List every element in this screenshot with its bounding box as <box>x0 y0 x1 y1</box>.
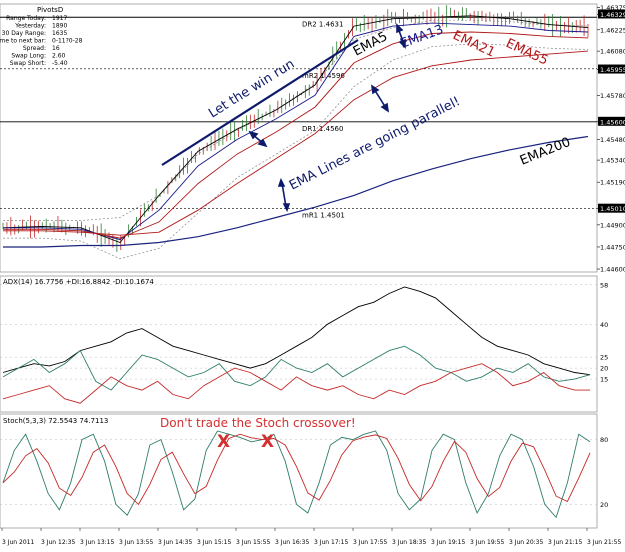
stoch-panel: Stoch(5,3,3) 72.5543 74.7113 80 20 Don't … <box>0 413 608 529</box>
bollinger-bands <box>3 19 589 260</box>
pivots-rows: Range Today: 1917 Yesterday: 1890 30 Day Ran… <box>0 15 83 67</box>
stoch-signal-line <box>2 433 591 506</box>
price-tick-label: 1.46225 <box>600 26 625 34</box>
pivots-row-label: Swap Short: <box>10 60 46 67</box>
time-tick-label: 3 Jun 13:55 <box>119 539 153 546</box>
gap-arrow-2 <box>370 84 390 113</box>
minus-di-line <box>2 363 590 404</box>
stoch-level-label: 80 <box>600 436 608 444</box>
adx-panel-frame <box>0 275 598 413</box>
price-tick-label: 1.45190 <box>600 179 625 187</box>
price-tick-label: 1.45780 <box>600 92 625 100</box>
adx-level-label: 25 <box>600 354 608 362</box>
price-tick-label: 1.45340 <box>600 157 625 165</box>
plus-di-line <box>2 345 591 391</box>
stoch-annotation: Don't trade the Stoch crossover! <box>160 416 356 430</box>
pivots-row-value: 16 <box>52 45 60 52</box>
price-highlight-bg <box>598 116 625 126</box>
adx-lines <box>2 286 591 404</box>
time-tick-label: 3 Jun 18:35 <box>392 539 426 546</box>
pivots-row-label: Yesterday: <box>14 23 46 30</box>
ema-lines <box>2 15 589 248</box>
pivots-row-value: 2.60 <box>52 53 66 60</box>
pivots-row-label: Range Today: <box>6 15 46 22</box>
adx-panel: ADX(14) 16.7756 +DI:16.8842 -DI:10.1674 … <box>0 275 608 413</box>
time-tick-label: 3 Jun 13:15 <box>80 539 114 546</box>
time-tick-label: 3 Jun 14:35 <box>158 539 192 546</box>
price-panel-frame <box>0 3 598 273</box>
adx-line <box>2 286 591 376</box>
time-axis: 3 Jun 2011 3 Jun 12:35 3 Jun 13:15 3 Jun 13… <box>1 528 621 546</box>
pivots-row-value: 0-11?0-28 <box>52 38 83 45</box>
stoch-lines <box>2 430 591 519</box>
ema-line-ema200 <box>3 135 589 248</box>
gap-arrow-4 <box>277 177 291 213</box>
pivot-label: mR1 1.4501 <box>302 212 345 220</box>
stoch-main-line <box>2 430 591 519</box>
pivots-row-value: 1635 <box>52 30 67 37</box>
pivot-label: DR1 1.4560 <box>302 125 343 133</box>
time-tick-label: 3 Jun 21:15 <box>548 539 582 546</box>
adx-levels: 58 40 25 20 15 <box>0 281 608 384</box>
time-tick-label: 3 Jun 19:15 <box>431 539 465 546</box>
time-tick-label: 3 Jun 19:55 <box>470 539 504 546</box>
pivots-row-value: 1917 <box>52 15 67 22</box>
pivot-label: mR2 1.4596 <box>302 72 345 80</box>
price-highlight-bg <box>598 9 625 19</box>
cross-mark-1: X <box>217 432 230 452</box>
time-tick-label: 3 Jun 15:55 <box>236 539 270 546</box>
stoch-level-label: 20 <box>600 501 608 509</box>
price-tick-label: 1.46329 <box>600 11 625 19</box>
price-tick-label: 1.45480 <box>600 136 625 144</box>
price-tick-label: 1.46080 <box>600 48 625 56</box>
ema-line-ema5 <box>2 15 589 244</box>
price-tick-label: 1.44600 <box>600 266 625 274</box>
adx-level-label: 15 <box>600 376 608 384</box>
time-tick-label: 3 Jun 17:15 <box>314 539 348 546</box>
time-tick-label: 3 Jun 12:35 <box>41 539 75 546</box>
price-highlight-bg <box>598 203 625 213</box>
candles <box>2 5 589 252</box>
pivots-row-value: 1890 <box>52 23 67 30</box>
gap-arrow-3 <box>396 23 406 49</box>
gap-arrow-1 <box>248 130 268 148</box>
adx-level-label: 58 <box>600 281 608 289</box>
win-run-arrow <box>161 39 359 166</box>
stoch-levels: 80 20 <box>0 436 608 509</box>
price-tick-label: 1.44750 <box>600 243 625 251</box>
time-tick-label: 3 Jun 2011 <box>2 539 34 546</box>
price-tick-label: 1.46375 <box>600 4 625 12</box>
price-tick-label: 1.44900 <box>600 221 625 229</box>
pivots-box: PivotsD Range Today: 1917 Yesterday: 1890 30… <box>0 6 83 67</box>
adx-level-label: 40 <box>600 321 608 329</box>
time-tick-label: 3 Jun 16:35 <box>275 539 309 546</box>
pivots-row-label: Swap Long: <box>11 53 46 60</box>
time-tick-label: 3 Jun 20:35 <box>509 539 543 546</box>
pivots-row-label: Spread: <box>23 45 46 52</box>
adx-header: ADX(14) 16.7756 +DI:16.8842 -DI:10.1674 <box>3 278 154 286</box>
price-tick-label: 1.45010 <box>600 205 625 213</box>
pivots-row-label: 30 Day Range: <box>2 30 46 37</box>
time-tick-label: 3 Jun 15:15 <box>197 539 231 546</box>
pivots-row-value: -5.40 <box>52 60 68 67</box>
ema-line-ema21 <box>3 31 589 239</box>
price-tick-label: 1.45955 <box>600 66 625 74</box>
stoch-panel-frame <box>0 413 598 529</box>
bollinger-upper <box>3 19 589 221</box>
cross-mark-2: X <box>261 432 274 452</box>
pivot-label: DR2 1.4631 <box>302 20 343 28</box>
time-tick-label: 3 Jun 17:55 <box>353 539 387 546</box>
price-highlight-bg <box>598 64 625 74</box>
time-tick-label: 3 Jun 21:55 <box>587 539 621 546</box>
adx-level-label: 20 <box>600 365 608 373</box>
pivots-title: PivotsD <box>37 6 63 14</box>
ema-line-ema55 <box>3 50 589 236</box>
price-tick-label: 1.45600 <box>600 118 625 126</box>
stoch-header: Stoch(5,3,3) 72.5543 74.7113 <box>3 417 108 425</box>
pivots-row-label: Time to next bar: <box>0 38 46 45</box>
